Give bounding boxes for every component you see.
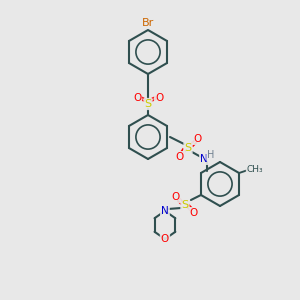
- Text: O: O: [176, 152, 184, 162]
- Text: S: S: [184, 143, 192, 153]
- Text: O: O: [161, 234, 169, 244]
- Text: N: N: [161, 206, 169, 216]
- Text: O: O: [193, 134, 201, 144]
- Text: N: N: [200, 154, 208, 164]
- Text: O: O: [172, 192, 180, 202]
- Text: O: O: [190, 208, 198, 218]
- Text: O: O: [133, 93, 141, 103]
- Text: CH₃: CH₃: [247, 164, 263, 173]
- Text: H: H: [207, 150, 215, 160]
- Text: S: S: [182, 200, 188, 210]
- Text: Br: Br: [142, 18, 154, 28]
- Text: O: O: [155, 93, 163, 103]
- Text: S: S: [144, 99, 152, 109]
